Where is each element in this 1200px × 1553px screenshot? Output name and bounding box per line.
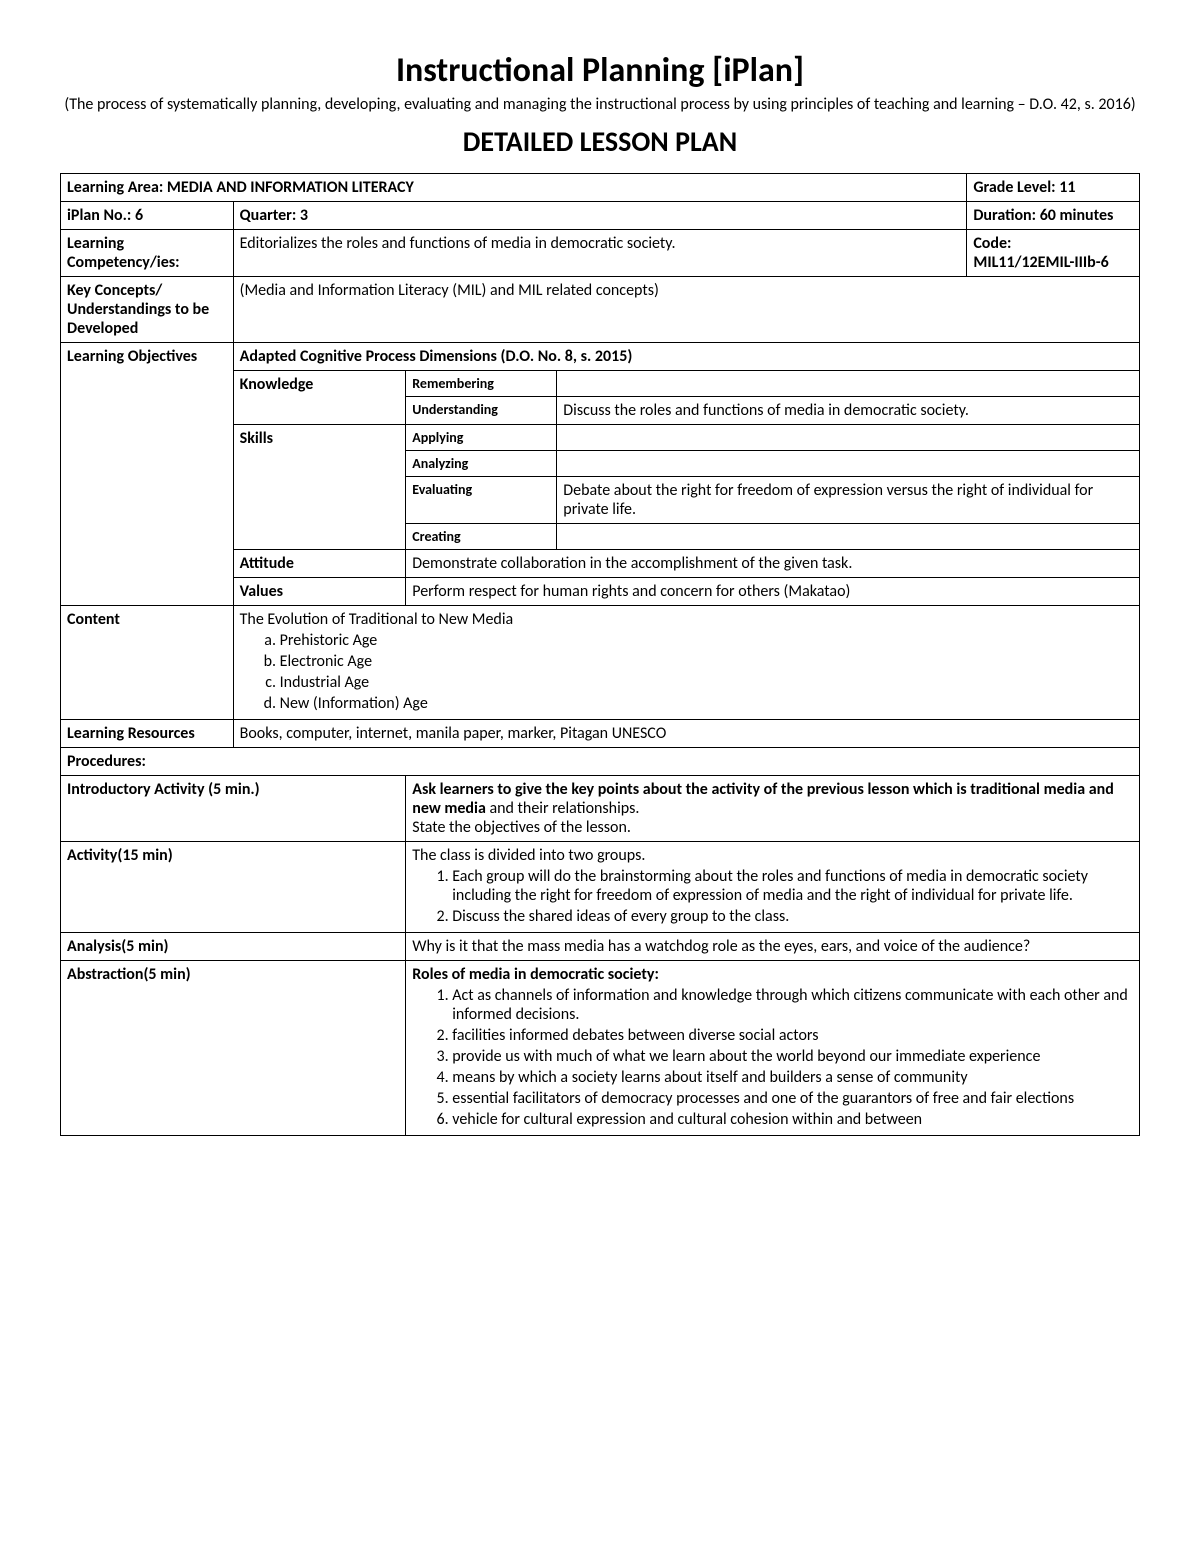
remembering-label: Remembering — [406, 371, 557, 397]
analyzing-text — [557, 451, 1140, 477]
list-item: New (Information) Age — [280, 694, 1133, 713]
list-item: facilities informed debates between dive… — [452, 1026, 1133, 1045]
objectives-label: Learning Objectives — [61, 343, 234, 606]
content-list: Prehistoric Age Electronic Age Industria… — [280, 631, 1133, 713]
table-row: Abstraction(5 min) Roles of media in dem… — [61, 961, 1140, 1136]
table-row: Key Concepts/ Understandings to be Devel… — [61, 277, 1140, 343]
table-row: Learning Area: MEDIA AND INFORMATION LIT… — [61, 174, 1140, 202]
table-row: Activity(15 min) The class is divided in… — [61, 842, 1140, 933]
abstraction-heading: Roles of media in democratic society: — [412, 965, 1133, 984]
intro-activity-cell: Ask learners to give the key points abou… — [406, 776, 1140, 842]
analysis-label: Analysis(5 min) — [61, 933, 406, 961]
grade-level-label: Grade Level: — [973, 178, 1055, 197]
list-item: Discuss the shared ideas of every group … — [452, 907, 1133, 926]
list-item: vehicle for cultural expression and cult… — [452, 1110, 1133, 1129]
quarter-value: 3 — [300, 206, 308, 225]
list-item: essential facilitators of democracy proc… — [452, 1089, 1133, 1108]
list-item: Act as channels of information and knowl… — [452, 986, 1133, 1024]
applying-text — [557, 425, 1140, 451]
values-label: Values — [233, 578, 406, 606]
key-concepts-text: (Media and Information Literacy (MIL) an… — [233, 277, 1139, 343]
competency-code-cell: Code: MIL11/12EMIL-IIIb-6 — [967, 230, 1140, 277]
list-item: provide us with much of what we learn ab… — [452, 1047, 1133, 1066]
lesson-plan-document: Instructional Planning [iPlan] (The proc… — [60, 50, 1140, 1136]
evaluating-label: Evaluating — [406, 477, 557, 524]
grade-level-cell: Grade Level: 11 — [967, 174, 1140, 202]
knowledge-label: Knowledge — [233, 371, 406, 425]
remembering-text — [557, 371, 1140, 397]
duration-value: 60 minutes — [1040, 206, 1114, 225]
abstraction-list: Act as channels of information and knowl… — [452, 986, 1133, 1129]
analyzing-label: Analyzing — [406, 451, 557, 477]
content-cell: The Evolution of Traditional to New Medi… — [233, 606, 1139, 720]
table-row: Content The Evolution of Traditional to … — [61, 606, 1140, 720]
attitude-text: Demonstrate collaboration in the accompl… — [406, 550, 1140, 578]
table-row: Learning Resources Books, computer, inte… — [61, 720, 1140, 748]
procedures-label: Procedures: — [61, 748, 1140, 776]
objectives-header: Adapted Cognitive Process Dimensions (D.… — [233, 343, 1139, 371]
list-item: Each group will do the brainstorming abo… — [452, 867, 1133, 905]
main-title: Instructional Planning [iPlan] — [60, 50, 1140, 91]
skills-label: Skills — [233, 425, 406, 550]
iplan-no-label: iPlan No.: — [67, 206, 131, 225]
key-concepts-label: Key Concepts/ Understandings to be Devel… — [61, 277, 234, 343]
abstraction-label: Abstraction(5 min) — [61, 961, 406, 1136]
activity-lead: The class is divided into two groups. — [412, 846, 1133, 865]
intro-activity-label: Introductory Activity (5 min.) — [61, 776, 406, 842]
table-row: Learning Competency/ies: Editorializes t… — [61, 230, 1140, 277]
list-item: means by which a society learns about it… — [452, 1068, 1133, 1087]
activity-label: Activity(15 min) — [61, 842, 406, 933]
code-value: MIL11/12EMIL-IIIb-6 — [973, 253, 1133, 272]
content-label: Content — [61, 606, 234, 720]
lesson-plan-table: Learning Area: MEDIA AND INFORMATION LIT… — [60, 173, 1140, 1136]
intro-line2: State the objectives of the lesson. — [412, 818, 1133, 837]
activity-cell: The class is divided into two groups. Ea… — [406, 842, 1140, 933]
learning-area-value: MEDIA AND INFORMATION LITERACY — [167, 178, 414, 197]
attitude-label: Attitude — [233, 550, 406, 578]
competency-label: Learning Competency/ies: — [61, 230, 234, 277]
table-row: Introductory Activity (5 min.) Ask learn… — [61, 776, 1140, 842]
list-item: Prehistoric Age — [280, 631, 1133, 650]
subtitle: (The process of systematically planning,… — [60, 95, 1140, 114]
intro-tail: and their relationships. — [486, 799, 640, 818]
understanding-label: Understanding — [406, 397, 557, 425]
grade-level-value: 11 — [1059, 178, 1075, 197]
analysis-text: Why is it that the mass media has a watc… — [406, 933, 1140, 961]
table-row: Procedures: — [61, 748, 1140, 776]
section-title: DETAILED LESSON PLAN — [60, 124, 1140, 159]
applying-label: Applying — [406, 425, 557, 451]
table-row: Analysis(5 min) Why is it that the mass … — [61, 933, 1140, 961]
iplan-no-value: 6 — [135, 206, 143, 225]
content-title: The Evolution of Traditional to New Medi… — [240, 610, 1133, 629]
duration-label: Duration: — [973, 206, 1036, 225]
resources-text: Books, computer, internet, manila paper,… — [233, 720, 1139, 748]
evaluating-text: Debate about the right for freedom of ex… — [557, 477, 1140, 524]
table-row: iPlan No.: 6 Quarter: 3 Duration: 60 min… — [61, 202, 1140, 230]
list-item: Electronic Age — [280, 652, 1133, 671]
iplan-no-cell: iPlan No.: 6 — [61, 202, 234, 230]
creating-label: Creating — [406, 524, 557, 550]
abstraction-cell: Roles of media in democratic society: Ac… — [406, 961, 1140, 1136]
understanding-text: Discuss the roles and functions of media… — [557, 397, 1140, 425]
table-row: Learning Objectives Adapted Cognitive Pr… — [61, 343, 1140, 371]
activity-list: Each group will do the brainstorming abo… — [452, 867, 1133, 926]
duration-cell: Duration: 60 minutes — [967, 202, 1140, 230]
resources-label: Learning Resources — [61, 720, 234, 748]
competency-text: Editorializes the roles and functions of… — [233, 230, 967, 277]
creating-text — [557, 524, 1140, 550]
quarter-cell: Quarter: 3 — [233, 202, 967, 230]
learning-area-label: Learning Area: — [67, 178, 163, 197]
values-text: Perform respect for human rights and con… — [406, 578, 1140, 606]
learning-area-cell: Learning Area: MEDIA AND INFORMATION LIT… — [61, 174, 967, 202]
list-item: Industrial Age — [280, 673, 1133, 692]
quarter-label: Quarter: — [240, 206, 297, 225]
code-label: Code: — [973, 234, 1133, 253]
